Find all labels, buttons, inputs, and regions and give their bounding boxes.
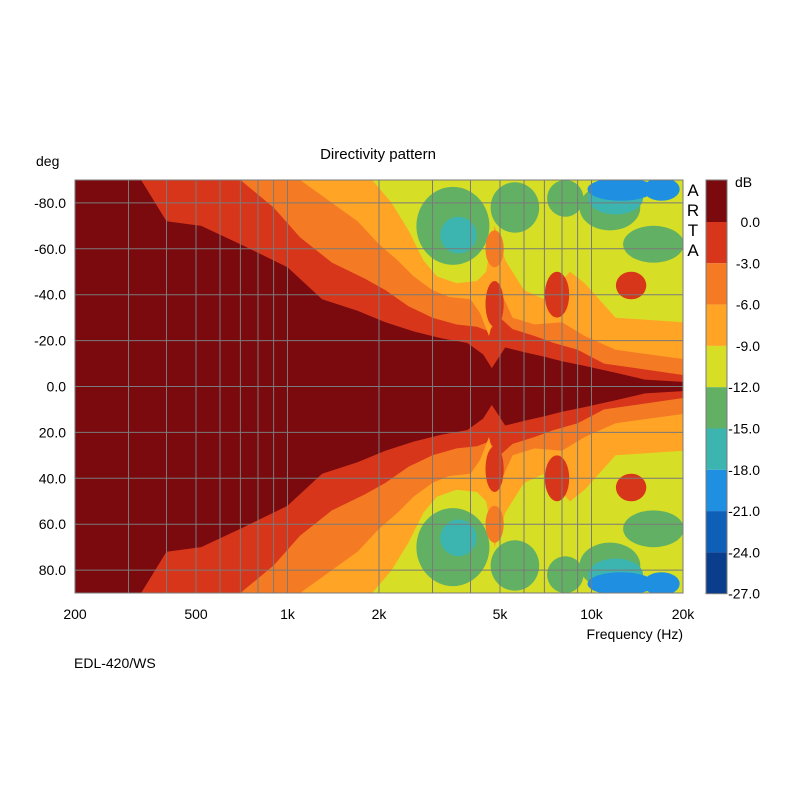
contour-blob	[440, 519, 477, 557]
y-tick-label: 40.0	[39, 470, 66, 486]
colorbar-cell	[706, 304, 727, 346]
colorbar-cell	[706, 428, 727, 470]
x-tick-label: 20k	[672, 606, 696, 622]
contour-blob	[623, 510, 683, 548]
x-tick-label: 10k	[580, 606, 604, 622]
contour-fills	[141, 180, 684, 593]
footer-label: EDL-420/WS	[74, 655, 156, 671]
x-tick-label: 5k	[493, 606, 509, 622]
contour-blob	[643, 572, 680, 593]
colorbar-cell	[706, 180, 727, 222]
y-tick-label: 80.0	[39, 562, 66, 578]
contour-blob	[587, 180, 655, 201]
gridlines	[74, 180, 684, 593]
plot-area	[74, 179, 684, 594]
contour-blob	[490, 540, 540, 591]
colorbar-tick-label: -21.0	[728, 503, 760, 519]
x-tick-labels: 200 500 1k 2k 5k 10k 20k	[63, 606, 695, 622]
colorbar-tick-label: -18.0	[728, 462, 760, 478]
contour-blob	[623, 225, 683, 263]
y-tick-label: 20.0	[39, 424, 66, 440]
y-tick-labels: -80.0 -60.0 -40.0 -20.0 0.0 20.0 40.0 60.0 80.0	[34, 195, 66, 578]
watermark-letter: A	[687, 181, 699, 200]
contour-blob	[547, 556, 584, 593]
x-tick-label: 1k	[280, 606, 296, 622]
contour-blob	[615, 473, 647, 502]
colorbar-tick-label: -27.0	[728, 586, 760, 602]
x-tick-label: 200	[63, 606, 87, 622]
colorbar-cell	[706, 511, 727, 553]
colorbar-tick-label: -3.0	[736, 255, 760, 271]
x-tick-label: 500	[184, 606, 208, 622]
colorbar-tick-label: -15.0	[728, 421, 760, 437]
colorbar-cell	[706, 345, 727, 388]
colorbar-cell	[706, 263, 727, 305]
y-tick-label: -20.0	[34, 333, 66, 349]
contour-blob	[485, 446, 504, 492]
colorbar-cell	[706, 552, 727, 594]
colorbar-tick-label: -24.0	[728, 544, 760, 560]
contour-blob	[490, 182, 540, 233]
x-axis-label: Frequency (Hz)	[587, 626, 683, 642]
colorbar-cell	[706, 222, 727, 264]
contour-blob	[643, 180, 680, 201]
plot-frame	[74, 179, 684, 594]
colorbar-cell	[706, 387, 727, 429]
colorbar-cell	[706, 469, 727, 512]
x-tick-label: 2k	[372, 606, 388, 622]
y-tick-label: 60.0	[39, 516, 66, 532]
y-tick-label: -40.0	[34, 287, 66, 303]
y-tick-label: -60.0	[34, 241, 66, 257]
contour-blob	[440, 216, 477, 254]
y-tick-label: -80.0	[34, 195, 66, 211]
colorbar-tick-label: -9.0	[736, 338, 760, 354]
colorbar: 0.0 -3.0 -6.0 -9.0 -12.0 -15.0 -18.0 -21.0 -24.0…	[705, 179, 761, 602]
colorbar-unit-label: dB	[735, 174, 752, 190]
y-axis-label: deg	[36, 153, 59, 169]
contour-blob	[615, 271, 647, 300]
chart-title: Directivity pattern	[320, 146, 436, 163]
colorbar-tick-label: -6.0	[736, 297, 760, 313]
watermark-letter: T	[688, 221, 698, 240]
colorbar-tick-label: -12.0	[728, 379, 760, 395]
contour-blob	[485, 281, 504, 327]
watermark-letter: R	[687, 201, 699, 220]
contour-blob	[587, 572, 655, 593]
contour-blob	[547, 180, 584, 217]
colorbar-tick-label: 0.0	[741, 214, 761, 230]
y-tick-label: 0.0	[47, 379, 67, 395]
colorbar-frame	[705, 179, 728, 595]
watermark-letter: A	[687, 241, 699, 260]
